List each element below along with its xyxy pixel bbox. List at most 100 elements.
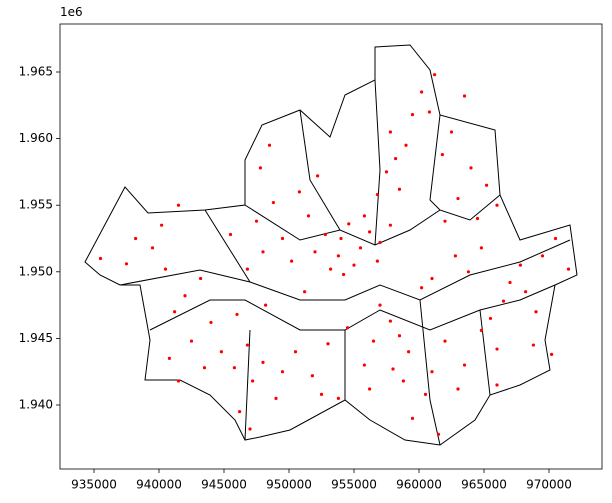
- point: [397, 334, 402, 338]
- plot-area: [98, 73, 571, 436]
- point: [456, 387, 460, 391]
- point: [358, 246, 363, 250]
- point: [198, 276, 203, 281]
- point: [280, 236, 285, 241]
- point: [339, 236, 343, 241]
- point: [540, 254, 545, 258]
- point: [228, 232, 233, 237]
- point: [313, 250, 317, 254]
- point: [466, 270, 470, 274]
- point: [176, 203, 181, 207]
- point: [549, 352, 554, 356]
- point: [274, 396, 278, 400]
- point: [310, 374, 314, 378]
- point: [336, 254, 340, 258]
- point: [124, 262, 129, 266]
- point: [384, 170, 389, 174]
- point: [484, 183, 489, 187]
- point: [388, 223, 392, 227]
- point: [430, 370, 434, 374]
- point: [375, 259, 379, 263]
- y-tick-label: 1.960: [19, 131, 53, 145]
- point: [189, 339, 194, 343]
- point: [323, 232, 327, 237]
- point: [495, 203, 499, 207]
- point: [367, 387, 372, 391]
- x-tick-label: 960000: [396, 478, 442, 492]
- point: [306, 214, 311, 218]
- district-boundaries: [84, 44, 578, 446]
- point: [443, 219, 447, 223]
- point: [462, 363, 467, 367]
- point: [531, 343, 535, 347]
- point: [443, 339, 447, 343]
- point: [410, 113, 415, 117]
- point: [183, 294, 187, 298]
- point: [261, 250, 265, 254]
- point: [553, 236, 558, 241]
- point: [133, 236, 138, 241]
- x-tick-label: 945000: [201, 478, 247, 492]
- point: [419, 90, 424, 94]
- point: [345, 326, 350, 330]
- district-line: [204, 79, 501, 446]
- point: [495, 383, 499, 387]
- point: [362, 214, 366, 218]
- point: [453, 254, 457, 258]
- point: [456, 196, 460, 201]
- point: [347, 222, 351, 226]
- point: [419, 286, 424, 290]
- point: [280, 370, 285, 374]
- point: [267, 143, 272, 147]
- x-tick-label: 940000: [136, 478, 182, 492]
- point: [501, 299, 506, 303]
- y-tick-label: 1.945: [19, 331, 53, 345]
- x-tick-label: 970000: [526, 478, 572, 492]
- point: [319, 392, 324, 396]
- point: [167, 356, 171, 360]
- y-tick-label: 1.965: [19, 65, 53, 79]
- point: [159, 223, 164, 227]
- point: [150, 246, 155, 250]
- point: [248, 427, 252, 431]
- point: [302, 290, 307, 294]
- point: [258, 166, 262, 170]
- point: [341, 272, 346, 277]
- point: [534, 310, 538, 314]
- point: [406, 350, 411, 354]
- river-edge: [119, 239, 571, 331]
- point: [352, 263, 356, 267]
- point: [235, 312, 239, 317]
- point: [462, 94, 467, 98]
- point: [391, 367, 395, 371]
- point: [430, 276, 434, 281]
- point: [378, 303, 382, 307]
- x-tick-label: 950000: [266, 478, 312, 492]
- y-offset-label: 1e6: [60, 5, 83, 19]
- point: [245, 343, 249, 347]
- point: [475, 216, 480, 221]
- point: [518, 263, 522, 267]
- point: [293, 350, 298, 354]
- point: [289, 259, 294, 263]
- point: [393, 156, 398, 161]
- point: [261, 360, 265, 364]
- point: [495, 347, 499, 351]
- point: [436, 432, 441, 436]
- point: [328, 267, 333, 271]
- point: [209, 320, 213, 325]
- point: [404, 143, 408, 147]
- point: [172, 310, 177, 314]
- point: [250, 379, 255, 383]
- point: [479, 328, 483, 333]
- point: [523, 290, 528, 294]
- point: [98, 256, 103, 261]
- point: [336, 396, 340, 400]
- x-tick-label: 935000: [71, 478, 117, 492]
- point: [401, 379, 405, 383]
- point: [176, 379, 181, 383]
- point: [449, 130, 454, 134]
- point: [297, 190, 301, 194]
